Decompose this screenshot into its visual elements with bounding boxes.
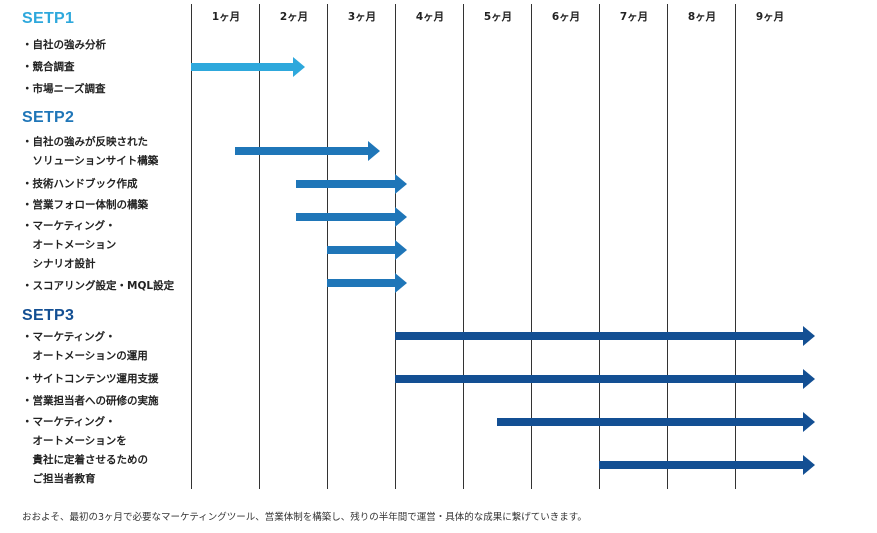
task-line: オートメーション [22, 239, 117, 251]
task-line: ・マーケティング・ [22, 416, 116, 428]
task-line: オートメーションの運用 [22, 350, 148, 362]
arrow-shaft [296, 180, 396, 188]
month-header-9: 9ヶ月 [755, 11, 785, 23]
schedule-arrow [327, 273, 407, 293]
arrow-head [395, 240, 407, 260]
month-header-8: 8ヶ月 [687, 11, 717, 23]
arrow-shaft [296, 213, 396, 221]
task-sales-training: ・営業担当者への研修の実施 [22, 392, 159, 411]
task-tech-handbook: ・技術ハンドブック作成 [22, 175, 138, 194]
task-scoring-mql: ・スコアリング設定・MQL設定 [22, 277, 174, 296]
arrow-head [803, 455, 815, 475]
arrow-shaft [235, 147, 369, 155]
grid-line [531, 4, 532, 489]
schedule-arrow [327, 240, 407, 260]
schedule-arrow [395, 369, 815, 389]
grid-line [463, 4, 464, 489]
task-line: ・営業フォロー体制の構築 [22, 199, 148, 211]
grid-line [599, 4, 600, 489]
schedule-arrow [599, 455, 815, 475]
task-line: ご担当者教育 [22, 473, 96, 485]
arrow-head [803, 326, 815, 346]
task-site-content-support: ・サイトコンテンツ運用支援 [22, 370, 159, 389]
task-market-needs-research: ・市場ニーズ調査 [22, 80, 105, 99]
arrow-head [803, 412, 815, 432]
arrow-head [394, 174, 407, 194]
month-header-5: 5ヶ月 [483, 11, 513, 23]
task-own-strength-analysis: ・自社の強み分析 [22, 36, 106, 55]
task-line: シナリオ設計 [22, 258, 96, 270]
task-line: ・マーケティング・ [22, 220, 116, 232]
month-header-2: 2ヶ月 [279, 11, 309, 23]
task-line: 貴社に定着させるための [22, 454, 148, 466]
month-header-7: 7ヶ月 [619, 11, 649, 23]
schedule-arrow [191, 57, 305, 77]
arrow-shaft [599, 461, 804, 469]
schedule-arrow [235, 141, 380, 161]
task-line: ・マーケティング・ [22, 331, 116, 343]
month-header-3: 3ヶ月 [347, 11, 377, 23]
task-ma-scenario-design: ・マーケティング・ オートメーション シナリオ設計 [22, 217, 116, 274]
task-line: ・自社の強みが反映された [22, 136, 148, 148]
step-1-title: SETP1 [22, 10, 75, 27]
month-header-4: 4ヶ月 [415, 11, 445, 23]
month-header-1: 1ヶ月 [211, 11, 241, 23]
grid-line [191, 4, 192, 489]
schedule-arrow [395, 326, 815, 346]
task-sales-follow-system: ・営業フォロー体制の構築 [22, 196, 148, 215]
arrow-shaft [497, 418, 804, 426]
task-line: ・スコアリング設定・MQL設定 [22, 280, 175, 292]
task-line: ソリューションサイト構築 [22, 155, 159, 167]
arrow-head [803, 369, 815, 389]
task-line: ・自社の強み分析 [22, 39, 106, 51]
grid-line [259, 4, 260, 489]
step-2-title: SETP2 [22, 109, 75, 126]
arrow-shaft [191, 63, 294, 71]
task-line: オートメーションを [22, 435, 127, 447]
arrow-shaft [327, 246, 396, 254]
month-header-6: 6ヶ月 [551, 11, 581, 23]
arrow-head [394, 207, 407, 227]
step-3-title: SETP3 [22, 307, 75, 324]
task-line: ・営業担当者への研修の実施 [22, 395, 159, 407]
arrow-shaft [327, 279, 396, 287]
task-competitor-research: ・競合調査 [22, 58, 75, 77]
schedule-arrow [497, 412, 815, 432]
schedule-arrow [296, 174, 407, 194]
task-line: ・サイトコンテンツ運用支援 [22, 373, 159, 385]
task-line: ・技術ハンドブック作成 [22, 178, 138, 190]
footnote: おおよそ、最初の3ヶ月で必要なマーケティングツール、営業体制を構築し、残りの半年… [22, 512, 587, 523]
arrow-head [367, 141, 380, 161]
task-ma-staff-education: ・マーケティング・ オートメーションを 貴社に定着させるための ご担当者教育 [22, 413, 148, 489]
arrow-head [395, 273, 407, 293]
arrow-shaft [395, 375, 804, 383]
grid-line [735, 4, 736, 489]
schedule-arrow [296, 207, 407, 227]
grid-line [667, 4, 668, 489]
task-ma-operation: ・マーケティング・ オートメーションの運用 [22, 328, 148, 366]
task-line: ・競合調査 [22, 61, 75, 73]
arrow-shaft [395, 332, 804, 340]
task-line: ・市場ニーズ調査 [22, 83, 106, 95]
task-solution-site: ・自社の強みが反映された ソリューションサイト構築 [22, 133, 158, 171]
arrow-head [293, 57, 305, 77]
